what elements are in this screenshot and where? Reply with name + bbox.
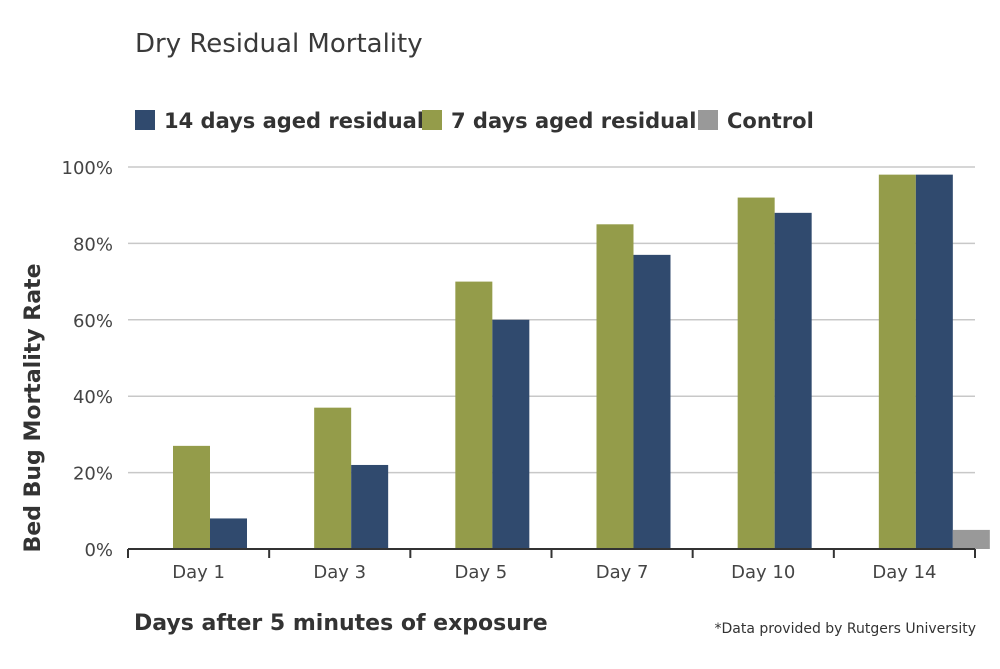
bars	[173, 174, 990, 550]
bar-day-3-14-days-aged-residual	[351, 464, 389, 549]
bar-day-14-14-days-aged-residual	[915, 174, 953, 549]
bar-day-5-7-days-aged-residual	[455, 281, 493, 549]
y-tick-label-0: 0%	[84, 540, 113, 561]
bar-group-day-5	[455, 281, 530, 549]
x-axis-label: Days after 5 minutes of exposure	[134, 611, 548, 636]
bar-day-3-7-days-aged-residual	[314, 407, 352, 549]
legend-item-7-days-aged-residual: 7 days aged residual	[422, 109, 696, 133]
y-tick-label-60: 60%	[73, 311, 113, 332]
bar-group-day-1	[173, 445, 247, 549]
bar-day-7-14-days-aged-residual	[633, 254, 671, 550]
bar-day-10-7-days-aged-residual	[737, 197, 775, 549]
y-axis-label: Bed Bug Mortality Rate	[21, 264, 46, 553]
x-tick-label-day-1: Day 1	[172, 562, 225, 583]
chart-title: Dry Residual Mortality	[135, 29, 423, 59]
x-tick-label-day-7: Day 7	[596, 562, 649, 583]
y-tick-label-100: 100%	[62, 158, 113, 179]
gridlines	[128, 166, 975, 474]
bar-group-day-14	[878, 174, 990, 549]
bar-day-10-14-days-aged-residual	[774, 212, 812, 549]
legend-label-14-days-aged-residual: 14 days aged residual	[164, 109, 424, 133]
legend-swatch-control	[698, 110, 718, 130]
bar-group-day-3	[314, 407, 389, 549]
data-source-footnote: *Data provided by Rutgers University	[715, 621, 977, 637]
bar-day-1-7-days-aged-residual	[173, 445, 210, 549]
legend: 14 days aged residual 7 days aged residua…	[135, 109, 814, 133]
bar-group-day-10	[737, 197, 812, 549]
bar-day-7-7-days-aged-residual	[596, 224, 634, 550]
x-tick-label-day-3: Day 3	[313, 562, 366, 583]
y-tick-label-80: 80%	[73, 234, 113, 255]
y-tick-label-40: 40%	[73, 387, 113, 408]
bar-day-14-7-days-aged-residual	[878, 174, 916, 549]
bar-day-5-14-days-aged-residual	[492, 319, 530, 549]
bar-day-14-control	[952, 529, 990, 549]
legend-item-14-days-aged-residual: 14 days aged residual	[135, 109, 424, 133]
x-tick-label-day-10: Day 10	[731, 562, 795, 583]
legend-label-7-days-aged-residual: 7 days aged residual	[451, 109, 696, 133]
legend-label-control: Control	[727, 109, 814, 133]
y-axis-ticks: 0% 20% 40% 60% 80% 100%	[62, 158, 113, 561]
bar-group-day-7	[596, 224, 671, 550]
legend-swatch-7-days-aged-residual	[422, 110, 442, 130]
y-tick-label-20: 20%	[73, 464, 113, 485]
bar-day-1-14-days-aged-residual	[210, 518, 247, 549]
x-tick-label-day-14: Day 14	[872, 562, 936, 583]
x-tick-label-day-5: Day 5	[455, 562, 508, 583]
legend-item-control: Control	[698, 109, 814, 133]
x-axis-ticks: Day 1 Day 3 Day 5 Day 7 Day 10 Day 14	[127, 549, 976, 583]
legend-swatch-14-days-aged-residual	[135, 110, 155, 130]
